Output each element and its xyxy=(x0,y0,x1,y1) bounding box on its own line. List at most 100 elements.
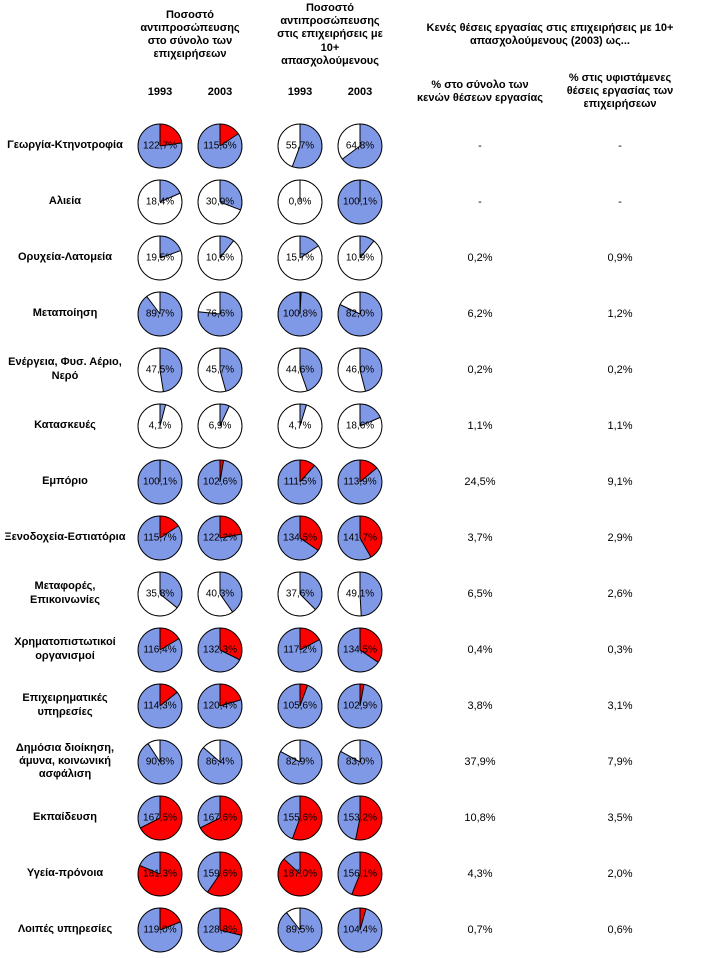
pie-chart: 116,4% xyxy=(136,626,184,674)
pie-value-label: 120,4% xyxy=(203,700,237,711)
pie-cell: 111,5% xyxy=(270,454,330,510)
pie-cell: 167,5% xyxy=(130,790,190,846)
pie-cell: 134,5% xyxy=(270,510,330,566)
pie-cell: 19,5% xyxy=(130,230,190,286)
pie-cell: 37,6% xyxy=(270,566,330,622)
value-cell: 2,9% xyxy=(550,532,690,544)
pie-value-label: 6,9% xyxy=(209,420,232,431)
pie-value-label: 100,1% xyxy=(143,476,177,487)
pie-value-label: 111,5% xyxy=(284,476,316,487)
pie-value-label: 181,3% xyxy=(143,868,177,879)
pie-chart: 10,9% xyxy=(336,234,384,282)
pie-chart: 120,4% xyxy=(196,682,244,730)
value-cell: 0,3% xyxy=(550,644,690,656)
pie-value-label: 167,6% xyxy=(203,812,237,823)
pie-value-label: 187,0% xyxy=(283,868,317,879)
pie-value-label: 49,1% xyxy=(346,588,374,599)
value-cell: 1,2% xyxy=(550,308,690,320)
pie-chart: 89,7% xyxy=(136,290,184,338)
value-cell: 2,6% xyxy=(550,588,690,600)
value-cell: 0,2% xyxy=(410,252,550,264)
pie-chart: 156,1% xyxy=(336,850,384,898)
pie-chart: 115,6% xyxy=(196,122,244,170)
pie-value-label: 155,6% xyxy=(283,812,317,823)
pie-cell: 15,7% xyxy=(270,230,330,286)
pie-value-label: 4,7% xyxy=(289,420,312,431)
pie-value-label: 10,9% xyxy=(346,252,374,263)
pie-chart: 83,0% xyxy=(336,738,384,786)
value-cell: 3,7% xyxy=(410,532,550,544)
pie-cell: 156,1% xyxy=(330,846,390,902)
pie-chart: 30,9% xyxy=(196,178,244,226)
value-cell: 6,2% xyxy=(410,308,550,320)
pie-chart: 82,0% xyxy=(336,290,384,338)
pie-value-label: 132,3% xyxy=(203,644,237,655)
pie-cell: 82,0% xyxy=(330,286,390,342)
pie-value-label: 18,6% xyxy=(346,420,374,431)
pie-chart: 167,6% xyxy=(196,794,244,842)
pie-chart: 49,1% xyxy=(336,570,384,618)
col-group-2-title: Ποσοστό αντιπροσώπευσης στις επιχειρήσει… xyxy=(270,0,390,70)
pie-cell: 40,3% xyxy=(190,566,250,622)
pie-chart: 100,1% xyxy=(336,178,384,226)
value-cell: 2,0% xyxy=(550,868,690,880)
value-cell: 24,5% xyxy=(410,476,550,488)
pie-chart: 19,5% xyxy=(136,234,184,282)
value-cell: 3,1% xyxy=(550,700,690,712)
pie-chart: 82,9% xyxy=(276,738,324,786)
pie-chart: 187,0% xyxy=(276,850,324,898)
pie-cell: 44,6% xyxy=(270,342,330,398)
pie-cell: 120,4% xyxy=(190,678,250,734)
pie-cell: 82,9% xyxy=(270,734,330,790)
pie-cell: 102,6% xyxy=(190,454,250,510)
pie-value-label: 37,6% xyxy=(286,588,314,599)
pie-chart: 155,6% xyxy=(276,794,324,842)
pie-value-label: 64,8% xyxy=(346,140,374,151)
pie-chart: 100,8% xyxy=(276,290,324,338)
pie-cell: 10,9% xyxy=(330,230,390,286)
pie-cell: 100,8% xyxy=(270,286,330,342)
row-label: Ενέργεια, Φυσ. Αέριο, Νερό xyxy=(0,352,130,386)
row-label: Γεωργία-Κτηνοτροφία xyxy=(0,135,130,156)
pie-value-label: 122,2% xyxy=(203,532,237,543)
row-label: Εκπαίδευση xyxy=(0,807,130,828)
pie-chart: 89,5% xyxy=(276,906,324,954)
pie-chart: 18,6% xyxy=(336,402,384,450)
pie-value-label: 15,7% xyxy=(286,252,314,263)
pie-chart: 15,7% xyxy=(276,234,324,282)
value-cell: 1,1% xyxy=(550,420,690,432)
pie-value-label: 104,4% xyxy=(343,924,377,935)
pie-cell: 167,6% xyxy=(190,790,250,846)
pie-chart: 134,5% xyxy=(276,514,324,562)
pie-chart: 115,7% xyxy=(136,514,184,562)
pie-chart: 134,5% xyxy=(336,626,384,674)
pie-value-label: 105,6% xyxy=(283,700,317,711)
pie-value-label: 82,9% xyxy=(286,756,314,767)
row-label: Αλιεία xyxy=(0,191,130,212)
pie-cell: 4,1% xyxy=(130,398,190,454)
pie-cell: 115,6% xyxy=(190,118,250,174)
pie-value-label: 83,0% xyxy=(346,756,374,767)
pie-value-label: 82,0% xyxy=(346,308,374,319)
pie-cell: 115,7% xyxy=(130,510,190,566)
value-cell: 0,6% xyxy=(550,924,690,936)
pie-cell: 0,0% xyxy=(270,174,330,230)
pie-chart: 114,3% xyxy=(136,682,184,730)
pie-value-label: 115,6% xyxy=(203,140,236,151)
pie-cell: 18,4% xyxy=(130,174,190,230)
pie-value-label: 35,8% xyxy=(146,588,174,599)
pie-chart: 76,6% xyxy=(196,290,244,338)
pie-chart: 111,5% xyxy=(276,458,324,506)
value-cell: 10,8% xyxy=(410,812,550,824)
pie-value-label: 89,5% xyxy=(286,924,314,935)
pie-chart: 117,2% xyxy=(276,626,324,674)
value-cell: 37,9% xyxy=(410,756,550,768)
row-label: Δημόσια διοίκηση, άμυνα, κοινωνική ασφάλ… xyxy=(0,738,130,786)
pie-cell: 119,0% xyxy=(130,902,190,958)
pie-value-label: 114,3% xyxy=(143,700,176,711)
row-label: Μεταφορές, Επικοινωνίες xyxy=(0,576,130,610)
value-cell: - xyxy=(410,196,550,208)
value-cell: 0,4% xyxy=(410,644,550,656)
pie-cell: 83,0% xyxy=(330,734,390,790)
pie-cell: 122,7% xyxy=(130,118,190,174)
